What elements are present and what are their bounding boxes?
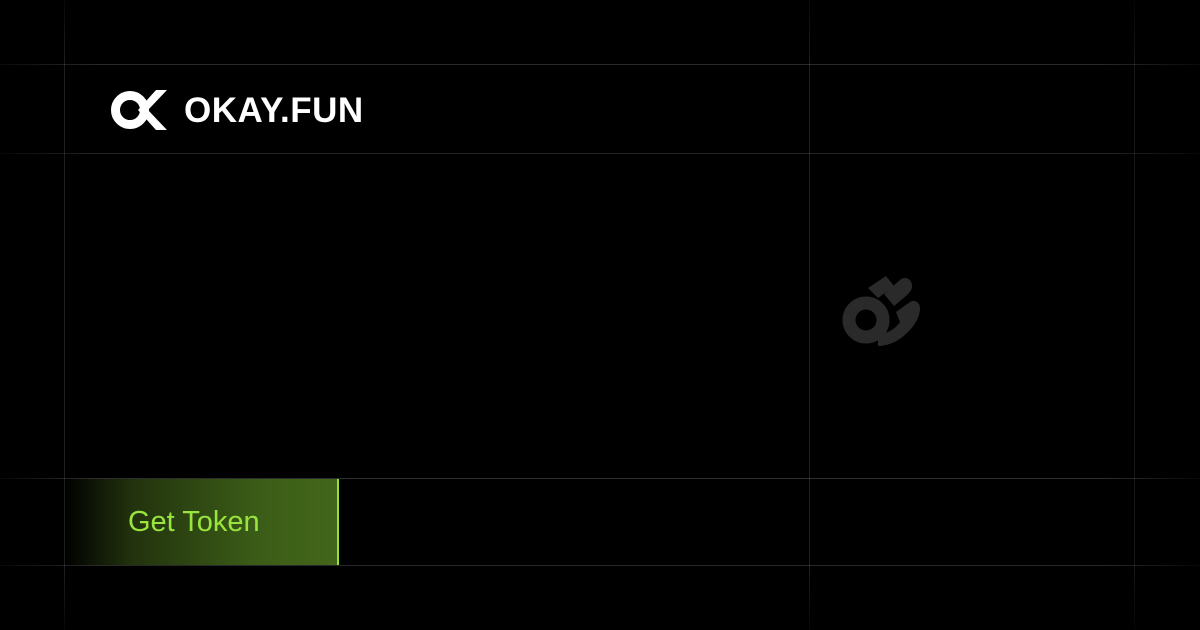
get-token-label: Get Token [128, 505, 260, 538]
grid-line-header-bottom [0, 153, 1200, 154]
get-token-button[interactable]: Get Token [64, 479, 339, 565]
grid-line-cta-bottom [0, 565, 1200, 566]
grid-line-top [0, 64, 1200, 65]
ok-logo-icon [111, 90, 167, 130]
ok-hand-icon [842, 276, 920, 346]
grid-line-center [809, 0, 810, 630]
brand-name: OKAY.FUN [184, 90, 364, 130]
grid-line-right [1134, 0, 1135, 630]
brand-header[interactable]: OKAY.FUN [110, 88, 364, 132]
